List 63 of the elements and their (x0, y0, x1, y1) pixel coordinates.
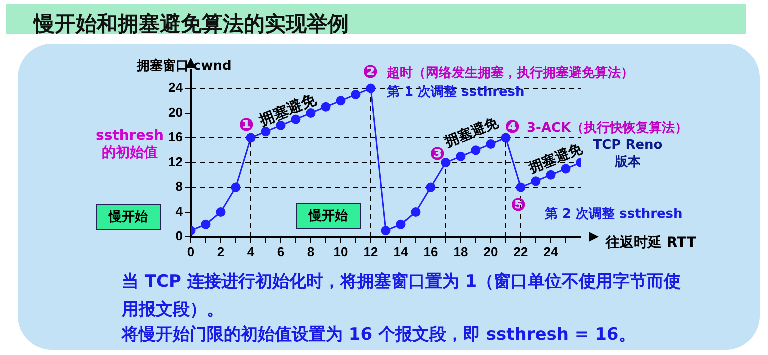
x-tick-label: 16 (424, 244, 438, 260)
text: ssthresh 的初始值 (94, 128, 166, 162)
x-tick-label: 6 (277, 244, 285, 260)
x-tick-label: 20 (484, 244, 498, 260)
y-tick-label: 4 (176, 204, 184, 219)
annotation: 第 2 次调整 ssthresh (545, 206, 683, 223)
point (381, 226, 391, 236)
y-tick-label: 16 (168, 130, 183, 145)
point (396, 220, 406, 230)
annotation: 超时（网络发生拥塞，执行拥塞避免算法） (387, 64, 634, 82)
point (261, 127, 271, 137)
point (201, 220, 211, 230)
text: 当 TCP 连接进行初始化时，将拥塞窗口置为 1（窗口单位不使用字节而使用报文段）。 (122, 271, 682, 322)
point (321, 102, 331, 112)
point (531, 176, 541, 186)
annotation: 拥塞避免 (256, 90, 320, 131)
point (561, 164, 571, 174)
x-tick-label: 18 (454, 244, 468, 260)
point (291, 114, 301, 124)
annotation: 拥塞避免 (443, 114, 502, 151)
point (246, 133, 256, 143)
x-tick-label: 14 (394, 244, 409, 260)
annotation: 第 1 次调整 ssthresh (387, 84, 525, 101)
point (426, 182, 436, 192)
y-axis-title: 拥塞窗口 cwnd (137, 58, 232, 75)
x-tick-label: 4 (247, 244, 256, 260)
annotation: ❶ (239, 115, 254, 136)
x-tick-label: 24 (544, 244, 559, 260)
point (546, 170, 556, 180)
point (501, 133, 511, 143)
x-tick-label: 2 (217, 244, 225, 260)
y-tick-label: 12 (168, 154, 183, 170)
point (216, 208, 226, 218)
y-tick-label: 8 (176, 179, 183, 194)
point (471, 146, 481, 156)
chart-title: 慢开始和拥塞避免算法的实现举例 (34, 11, 349, 38)
point (336, 96, 346, 106)
point (351, 90, 361, 100)
y-tick-label: 20 (168, 104, 183, 120)
annotation: 拥塞避免 (526, 140, 586, 178)
text: TCP Reno 版本 (592, 138, 664, 171)
x-tick-label: 8 (307, 244, 315, 260)
annotation: ❷ (363, 62, 378, 83)
annotation: ❸ (430, 144, 446, 165)
y-tick-label: 0 (176, 228, 183, 244)
text: 将慢开始门限的初始值设置为 16 个报文段，即 ssthresh = 16。 (122, 324, 636, 346)
annotation: 慢开始 (296, 203, 361, 229)
point (516, 182, 526, 192)
annotation: ❹ (505, 117, 520, 138)
point (486, 139, 496, 149)
point (411, 208, 421, 218)
x-tick-label: 0 (187, 244, 195, 260)
annotation: 3-ACK（执行快恢复算法） (527, 120, 688, 137)
x-tick-label: 10 (334, 244, 348, 260)
annotation: ❺ (511, 195, 526, 216)
x-tick-label: 22 (514, 244, 528, 260)
x-axis-title: 往返时延 RTT (606, 234, 696, 252)
text: 慢开始 (96, 204, 161, 230)
y-tick-label: 24 (168, 80, 184, 96)
point (231, 182, 241, 192)
x-tick-label: 12 (364, 244, 378, 260)
point (366, 84, 376, 94)
point (456, 152, 466, 162)
